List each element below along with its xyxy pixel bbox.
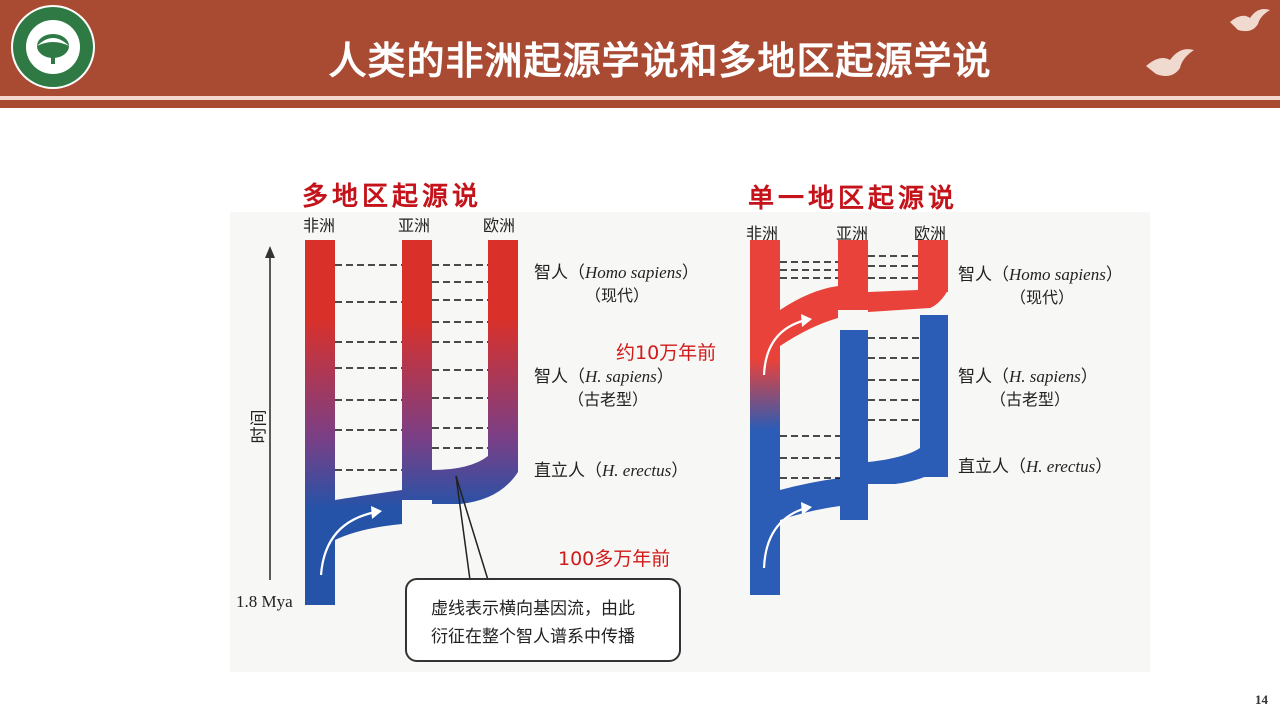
right-heading: 单一地区起源说 — [748, 184, 959, 214]
left-heading: 多地区起源说 — [302, 182, 483, 212]
gene-flow-callout: 虚线表示横向基因流，由此 衍征在整个智人谱系中传播 — [405, 578, 681, 662]
region-europe-left: 欧洲 — [483, 216, 516, 235]
label-archaic-left: 智人（H. sapiens） — [534, 367, 674, 386]
migration-arrow-right-bottom — [762, 506, 807, 569]
region-europe-right: 欧洲 — [914, 224, 947, 243]
label-archaic-right: 智人（H. sapiens） — [958, 367, 1098, 386]
header-divider — [0, 96, 1280, 100]
label-erectus-right: 直立人（H. erectus） — [958, 457, 1113, 476]
annotation-100k-years: 约10万年前 — [616, 342, 717, 364]
label-archaic-sub-left: （古老型） — [568, 392, 649, 409]
label-archaic-sub-right: （古老型） — [990, 392, 1071, 409]
region-asia-right: 亚洲 — [836, 224, 869, 243]
label-erectus-left: 直立人（H. erectus） — [534, 461, 689, 480]
university-emblem-icon — [8, 2, 98, 92]
page-title: 人类的非洲起源学说和多地区起源学说 — [328, 39, 992, 83]
figure-panel — [230, 212, 1150, 672]
dove-icon — [1228, 4, 1272, 42]
dove-icon — [1144, 44, 1196, 88]
migration-arrow-left — [319, 510, 377, 576]
callout-line-1: 虚线表示横向基因流，由此 — [431, 599, 635, 619]
single-origin-tree-red — [750, 240, 948, 430]
region-asia-left: 亚洲 — [398, 216, 431, 235]
header-bar: 人类的非洲起源学说和多地区起源学说 — [0, 0, 1280, 108]
time-axis-arrow — [265, 246, 275, 580]
region-africa-right: 非洲 — [746, 224, 779, 243]
migration-arrow-right-top — [762, 318, 807, 376]
label-modern-sub-right: （现代） — [1010, 290, 1075, 307]
label-modern-left: 智人（Homo sapiens） — [534, 263, 699, 282]
region-africa-left: 非洲 — [303, 216, 336, 235]
gene-flow-dashes — [335, 264, 488, 471]
label-modern-right: 智人（Homo sapiens） — [958, 265, 1123, 284]
multiregional-tree — [305, 240, 518, 605]
label-modern-sub-left: （现代） — [585, 288, 650, 305]
time-start-label: 1.8 Mya — [236, 592, 293, 611]
gene-flow-dashes-right — [780, 255, 920, 479]
time-axis-label: 时间 — [249, 409, 270, 444]
slide-number: 14 — [1255, 692, 1268, 707]
callout-line-2: 衍征在整个智人谱系中传播 — [431, 627, 635, 647]
annotation-million-years: 100多万年前 — [558, 548, 671, 570]
